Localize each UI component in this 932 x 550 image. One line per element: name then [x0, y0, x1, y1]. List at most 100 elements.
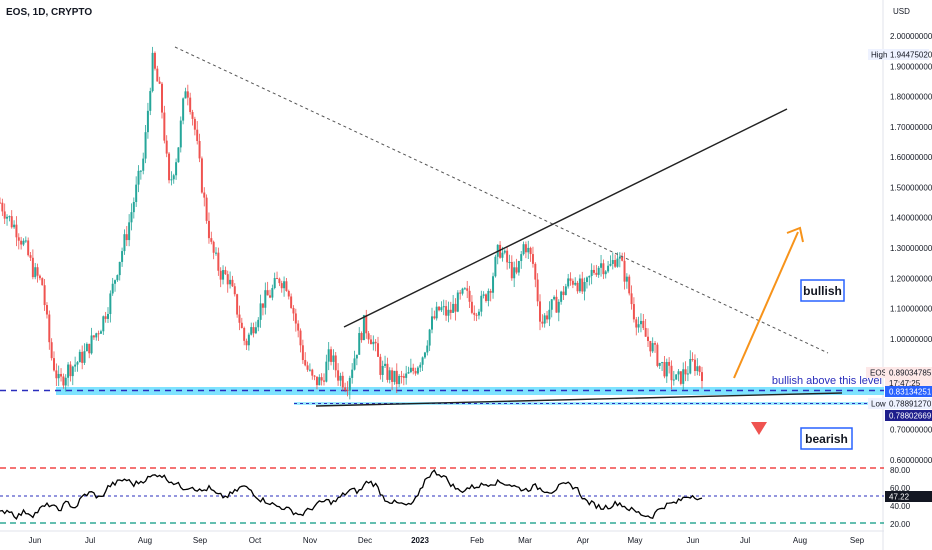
- candle-body: [53, 358, 55, 371]
- candle-body: [602, 263, 605, 275]
- candle-body: [684, 369, 687, 375]
- price-value: 0.89034785: [889, 369, 932, 378]
- candle-body: [405, 373, 408, 378]
- countdown: 17:47:25: [889, 379, 921, 388]
- descending-trendline[interactable]: [174, 46, 829, 354]
- candle-body: [233, 286, 236, 295]
- candle-body: [130, 212, 133, 223]
- candle-body: [402, 376, 405, 378]
- candle-body: [193, 118, 196, 130]
- candle-body: [41, 278, 44, 286]
- x-tick-label: Jul: [740, 536, 750, 545]
- candle-body: [306, 365, 309, 370]
- candle-body: [226, 274, 229, 285]
- candle-body: [661, 362, 664, 364]
- bullish-arrow[interactable]: [733, 231, 799, 379]
- candle-body: [142, 158, 145, 171]
- candle-body: [442, 306, 445, 308]
- candle-body: [668, 361, 671, 366]
- y-tick-label: 1.20000000: [890, 274, 932, 283]
- candle-body: [374, 341, 377, 344]
- candle-body: [153, 52, 156, 69]
- candle-body: [454, 303, 457, 312]
- candle-body: [621, 256, 624, 261]
- candle-body: [353, 358, 356, 370]
- candle-body: [534, 263, 537, 280]
- candle-body: [217, 252, 220, 271]
- candle-body: [698, 366, 701, 373]
- x-tick-label: Aug: [138, 536, 152, 545]
- candle-body: [67, 364, 70, 378]
- ascending-channel-line[interactable]: [343, 108, 788, 328]
- candle-body: [400, 375, 403, 377]
- candle-body: [351, 369, 354, 378]
- candle-body: [261, 303, 264, 308]
- candle-body: [355, 354, 358, 359]
- candle-body: [623, 260, 626, 282]
- candle-body: [107, 314, 109, 319]
- candle-body: [27, 240, 30, 256]
- candle-body: [38, 275, 41, 279]
- candle-body: [682, 369, 685, 384]
- candle-body: [116, 275, 119, 281]
- candle-body: [372, 341, 375, 345]
- candle-body: [95, 333, 98, 338]
- candle-body: [191, 112, 194, 119]
- candle-body: [337, 370, 340, 381]
- y-tick-label: 0.70000000: [890, 426, 932, 435]
- x-tick-label: Dec: [358, 536, 372, 545]
- candle-body: [675, 374, 678, 380]
- bearish-label: bearish: [805, 432, 848, 446]
- candle-body: [593, 269, 595, 273]
- candle-body: [85, 343, 88, 352]
- candle-body: [36, 267, 39, 276]
- high-badge: [868, 49, 929, 60]
- candle-body: [475, 314, 478, 316]
- y-tick-label: 1.10000000: [890, 305, 932, 314]
- candle-body: [386, 363, 389, 380]
- candle-body: [445, 306, 448, 316]
- y-axis-ticks: 2.00000000 1.90000000 1.80000000 1.70000000…: [890, 32, 932, 465]
- candle-body: [562, 291, 565, 296]
- candle-body: [257, 319, 260, 328]
- candle-body: [276, 278, 279, 280]
- candle-body: [686, 373, 689, 375]
- candle-body: [637, 324, 640, 328]
- candle-body: [513, 267, 516, 279]
- lower-support-line[interactable]: [315, 392, 843, 407]
- candle-body: [158, 81, 161, 84]
- candle-body: [334, 355, 337, 371]
- candle-body: [104, 316, 107, 319]
- candle-body: [175, 162, 178, 176]
- rsi-line: [0, 469, 703, 520]
- candle-body: [548, 309, 551, 320]
- candle-body: [341, 375, 344, 388]
- candle-body: [463, 288, 466, 290]
- candle-body: [346, 389, 349, 391]
- rsi-tick-label: 80.00: [890, 466, 911, 475]
- candle-body: [639, 320, 642, 325]
- candle-body: [114, 280, 117, 284]
- bearish-box[interactable]: [800, 427, 853, 450]
- candle-body: [656, 344, 659, 366]
- candle-body: [264, 290, 267, 308]
- candle-body: [229, 279, 232, 285]
- candle-body: [555, 296, 558, 313]
- y-tick-label: 1.00000000: [890, 335, 932, 344]
- high-value: 1.94475020: [890, 51, 932, 60]
- bullish-box[interactable]: [800, 279, 845, 302]
- candle-body: [468, 290, 471, 302]
- candle-body: [97, 333, 100, 335]
- candle-body: [43, 285, 46, 306]
- y-tick-label: 1.40000000: [890, 214, 932, 223]
- candle-body: [177, 147, 180, 163]
- candle-body: [536, 279, 539, 302]
- candle-body: [146, 110, 149, 133]
- candle-body: [135, 184, 138, 202]
- candle-body: [499, 244, 502, 258]
- candle-body: [196, 129, 199, 141]
- candle-body: [165, 140, 168, 154]
- candle-body: [0, 202, 1, 204]
- candle-body: [644, 327, 647, 337]
